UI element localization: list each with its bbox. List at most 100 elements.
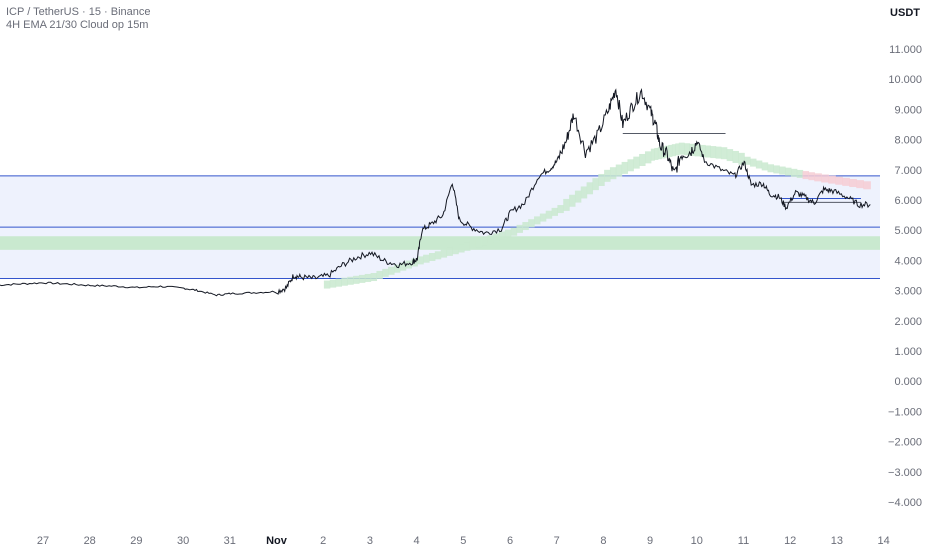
cloud-segment <box>720 147 728 160</box>
x-tick-label: 5 <box>460 535 466 547</box>
cloud-segment <box>469 240 477 249</box>
cloud-segment <box>493 233 500 242</box>
cloud-segment <box>790 168 798 177</box>
cloud-segment <box>715 146 722 159</box>
cloud-segment <box>440 249 448 258</box>
cloud-segment <box>767 164 774 173</box>
cloud-segment <box>654 147 659 160</box>
cloud-segment <box>802 171 810 180</box>
y-tick-label: −1.000 <box>888 406 922 418</box>
y-tick-label: 1.000 <box>894 346 922 358</box>
cloud-segment <box>726 149 734 162</box>
chart-legend: ICP / TetherUS · 15 · Binance 4H EMA 21/… <box>6 6 151 32</box>
x-tick-label: 11 <box>738 535 749 547</box>
cloud-segment <box>732 150 739 163</box>
cloud-segment <box>464 242 471 251</box>
cloud-segment <box>504 229 512 238</box>
cloud-segment <box>705 145 711 158</box>
x-tick-label: Nov <box>266 535 288 547</box>
y-tick-label: 5.000 <box>894 225 922 237</box>
cloud-segment <box>347 276 354 285</box>
cloud-segment <box>644 151 652 164</box>
cloud-segment <box>657 147 662 160</box>
cloud-segment <box>744 156 751 165</box>
y-tick-label: 6.000 <box>894 195 922 207</box>
cloud-segment <box>563 198 570 211</box>
cloud-segment <box>773 165 780 174</box>
price-line-series <box>0 87 871 297</box>
cloud-segment <box>510 227 518 236</box>
cloud-segment <box>710 146 717 159</box>
x-tick-label: 31 <box>224 535 236 547</box>
currency-label[interactable]: USDT <box>890 7 920 19</box>
cloud-segment <box>323 280 331 289</box>
cloud-segment <box>650 148 655 161</box>
cloud-segment <box>633 156 640 169</box>
cloud-segment <box>738 152 745 165</box>
x-tick-label: 28 <box>84 535 96 547</box>
cloud-segment <box>671 144 676 157</box>
y-tick-label: 8.000 <box>894 135 922 147</box>
cloud-segment <box>382 268 389 277</box>
x-tick-label: 29 <box>130 535 142 547</box>
cloud-segment <box>569 194 576 207</box>
cloud-segment <box>699 144 706 157</box>
y-tick-label: 11.000 <box>889 44 922 56</box>
cloud-segment <box>814 173 822 182</box>
y-tick-label: 4.000 <box>894 255 922 267</box>
price-axis[interactable]: 11.000 10.000 9.000 8.000 7.000 6.000 5.000 4.0… <box>888 44 922 509</box>
y-tick-label: 3.000 <box>894 286 922 298</box>
cloud-segment <box>785 167 792 176</box>
cloud-segment <box>750 158 757 167</box>
cloud-segment <box>516 224 523 233</box>
cloud-segment <box>528 219 535 228</box>
cloud-segment <box>668 144 673 157</box>
y-tick-label: 2.000 <box>894 316 922 328</box>
cloud-segment <box>376 270 383 279</box>
time-axis[interactable]: 27 28 29 30 31 Nov 2 3 4 5 6 7 8 9 10 11 12 13 14 <box>37 535 890 547</box>
cloud-segment <box>335 278 343 287</box>
cloud-segment <box>358 274 366 283</box>
cloud-segment <box>779 166 786 175</box>
x-tick-label: 13 <box>831 535 843 547</box>
cloud-segment <box>487 235 494 244</box>
x-tick-label: 4 <box>414 535 420 547</box>
cloud-segment <box>522 222 529 231</box>
cloud-segment <box>609 167 617 180</box>
cloud-segment <box>863 181 871 190</box>
cloud-segment <box>615 164 623 177</box>
cloud-segment <box>353 275 360 284</box>
cloud-segment <box>835 176 843 185</box>
x-tick-label: 3 <box>367 535 373 547</box>
cloud-segment <box>621 161 629 174</box>
x-tick-label: 30 <box>177 535 189 547</box>
x-tick-label: 9 <box>647 535 653 547</box>
cloud-segment <box>434 251 442 260</box>
cloud-segment <box>499 231 506 240</box>
y-tick-label: 7.000 <box>894 165 922 177</box>
green-band <box>0 236 880 250</box>
y-tick-label: −4.000 <box>888 497 922 509</box>
cloud-segment <box>675 143 680 156</box>
x-tick-label: 7 <box>554 535 560 547</box>
y-tick-label: 0.000 <box>894 376 922 388</box>
cloud-segment <box>574 190 582 203</box>
cloud-segment <box>481 237 488 246</box>
x-tick-label: 2 <box>320 535 326 547</box>
indicator-label[interactable]: 4H EMA 21/30 Cloud op 15m <box>6 19 149 31</box>
cloud-segment <box>341 277 348 286</box>
cloud-segment <box>604 169 611 182</box>
symbol-title[interactable]: ICP / TetherUS · 15 · Binance <box>6 6 151 18</box>
cloud-segment <box>821 174 829 183</box>
cloud-segment <box>399 262 407 271</box>
cloud-segment <box>370 273 378 282</box>
x-tick-label: 6 <box>507 535 513 547</box>
cloud-segment <box>329 279 337 288</box>
support-resistance-zones <box>0 175 880 280</box>
cloud-segment <box>393 264 401 273</box>
x-tick-label: 14 <box>877 535 889 547</box>
cloud-segment <box>458 244 465 253</box>
y-tick-label: 9.000 <box>894 104 922 116</box>
cloud-segment <box>684 143 690 156</box>
